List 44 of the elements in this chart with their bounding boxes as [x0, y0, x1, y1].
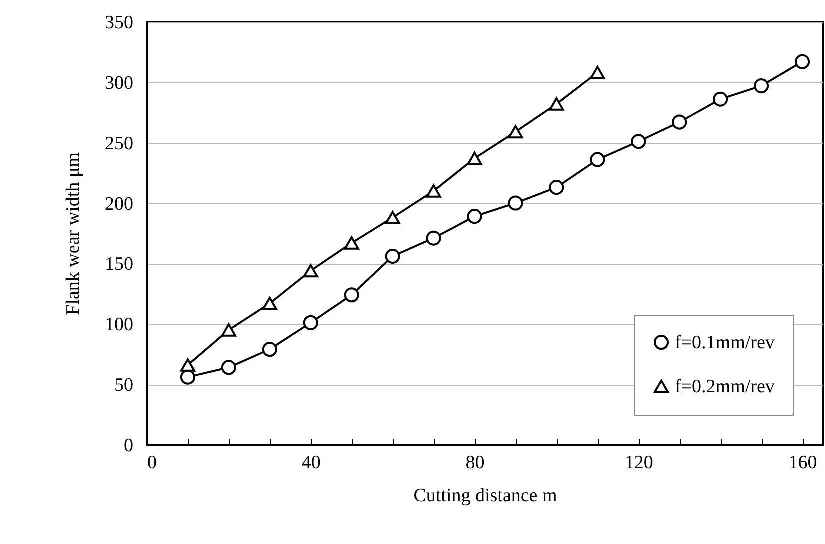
point [672, 114, 688, 130]
point [467, 209, 482, 224]
point [385, 248, 400, 264]
point [713, 92, 728, 107]
x-axis-title: Cutting distance m [414, 486, 558, 506]
point [180, 358, 196, 372]
legend-label: f=0.1mm/rev [675, 332, 776, 354]
point [303, 315, 318, 330]
x-tick-label: 160 [788, 452, 818, 474]
point [508, 196, 524, 211]
point [426, 230, 442, 246]
point [631, 134, 646, 150]
point [180, 370, 196, 385]
point [794, 54, 810, 70]
point [508, 125, 524, 139]
point [221, 324, 236, 337]
point [467, 152, 482, 166]
point [590, 66, 606, 80]
legend-label: f=0.2mm/rev [675, 376, 776, 398]
y-tick-label: 50 [114, 375, 134, 396]
point [754, 78, 770, 94]
y-tick-label: 150 [105, 254, 134, 276]
point [590, 152, 606, 168]
x-tick-label: 0 [148, 452, 157, 474]
y-tick-label: 250 [105, 133, 134, 154]
point [426, 184, 442, 198]
x-tick-label: 40 [302, 452, 321, 474]
y-tick-label: 0 [124, 436, 134, 456]
point [262, 296, 278, 310]
point [344, 288, 360, 303]
point [221, 360, 236, 376]
y-axis-title: Flank wear width μm [63, 152, 84, 316]
y-tick-label: 200 [105, 194, 134, 215]
point [262, 342, 278, 358]
point [385, 211, 400, 224]
point [549, 180, 564, 196]
y-tick-label: 300 [105, 72, 134, 94]
point [549, 98, 564, 111]
x-tick-label: 80 [466, 452, 485, 474]
point [344, 236, 360, 250]
y-tick-label: 350 [105, 12, 134, 34]
x-tick-label: 120 [624, 452, 654, 474]
y-tick-label: 100 [105, 314, 134, 336]
point [303, 264, 318, 278]
